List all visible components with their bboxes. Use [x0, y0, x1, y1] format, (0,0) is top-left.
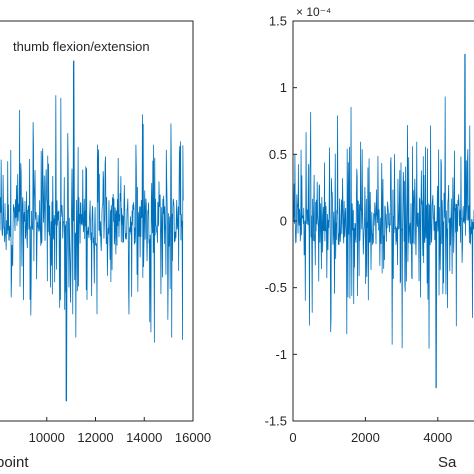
left-chart: 10000 12000 14000 16000 thumb flexion/exten…: [0, 20, 211, 471]
left-x-tick-label: 16000: [175, 430, 211, 445]
right-signal-line: [292, 53, 474, 389]
left-annotation: thumb flexion/extension: [13, 39, 150, 54]
right-y-tick-label: 0: [280, 214, 287, 229]
left-x-axis-label: point: [0, 454, 29, 471]
left-x-tick-label: 14000: [126, 430, 162, 445]
right-x-tick-label: 4000: [423, 430, 452, 445]
y-scale-exponent: × 10⁻⁴: [296, 5, 331, 19]
right-x-tick-label: 2000: [351, 430, 380, 445]
right-signal-series: [292, 53, 474, 389]
right-y-tick-label: 0.5: [269, 147, 287, 162]
right-y-tick-label: -1: [275, 347, 287, 362]
left-x-tick-label: 10000: [29, 430, 65, 445]
right-chart: -1.5 -1 -0.5 0 0.5 1 1.5 0 2000 4000 × 10⁻⁴ Sa: [265, 5, 474, 471]
left-signal-series: [0, 60, 184, 402]
right-x-tick-label: 0: [289, 430, 296, 445]
right-y-tick-label: -1.5: [265, 414, 287, 429]
right-y-tick-label: 1.5: [269, 14, 287, 29]
right-ticks: -1.5 -1 -0.5 0 0.5 1 1.5 0 2000 4000: [265, 14, 453, 446]
right-y-tick-label: -0.5: [265, 280, 287, 295]
left-x-tick-label: 12000: [77, 430, 113, 445]
left-signal-line: [0, 60, 184, 402]
right-x-axis-label: Sa: [438, 454, 457, 471]
left-axes-frame: [0, 20, 194, 422]
right-y-tick-label: 1: [280, 80, 287, 95]
left-x-ticks: 10000 12000 14000 16000: [29, 417, 211, 445]
right-axes-frame: [292, 20, 474, 422]
